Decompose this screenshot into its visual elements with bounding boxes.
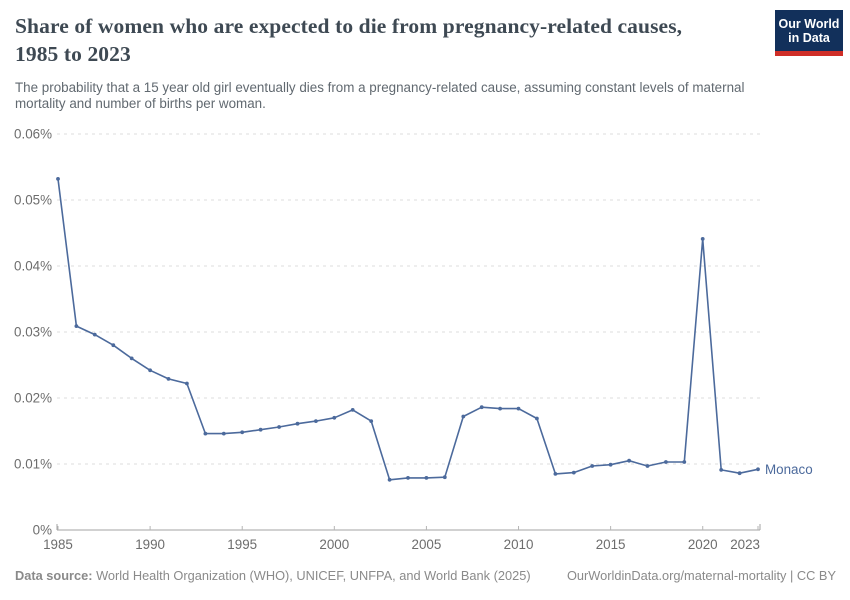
x-tick-label: 2010 [504, 537, 534, 552]
data-point-marker[interactable] [737, 471, 742, 476]
data-point-marker[interactable] [111, 343, 116, 348]
chart-header: Share of women who are expected to die f… [15, 13, 835, 113]
x-tick-label: 1985 [43, 537, 73, 552]
chart-footer: Data source: World Health Organization (… [15, 568, 836, 583]
y-tick-label: 0.06% [14, 127, 52, 142]
data-point-marker[interactable] [535, 416, 539, 421]
owid-logo[interactable]: Our World in Data [775, 10, 843, 56]
data-point-marker[interactable] [332, 415, 337, 420]
data-point-marker[interactable] [148, 368, 153, 373]
data-point-marker[interactable] [590, 464, 595, 468]
data-point-marker[interactable] [645, 464, 650, 468]
data-point-marker[interactable] [553, 472, 558, 476]
data-point-marker[interactable] [424, 476, 429, 480]
data-point-marker[interactable] [479, 405, 484, 410]
x-tick-label: 2005 [412, 537, 442, 552]
data-point-marker[interactable] [277, 425, 281, 429]
data-point-marker[interactable] [185, 381, 189, 386]
y-tick-label: 0.05% [14, 193, 52, 208]
x-tick-label: 2020 [688, 537, 718, 552]
data-point-marker[interactable] [74, 324, 79, 328]
x-tick-label: 2015 [596, 537, 626, 552]
data-source-text: World Health Organization (WHO), UNICEF,… [92, 568, 531, 583]
data-point-marker[interactable] [92, 332, 97, 337]
data-point-marker[interactable] [240, 430, 245, 435]
logo-accent-bar [775, 51, 843, 56]
data-point-marker[interactable] [627, 458, 631, 463]
data-point-marker[interactable] [258, 427, 263, 432]
data-point-marker[interactable] [387, 477, 392, 482]
data-point-marker[interactable] [700, 237, 705, 241]
data-point-marker[interactable] [406, 476, 410, 480]
data-point-marker[interactable] [571, 470, 576, 475]
data-point-marker[interactable] [56, 177, 60, 181]
data-point-marker[interactable] [314, 419, 318, 423]
data-source: Data source: World Health Organization (… [15, 568, 531, 583]
series-end-label[interactable]: Monaco [765, 462, 813, 477]
logo-line-1: Our World [778, 17, 840, 31]
y-tick-label: 0.04% [14, 259, 52, 274]
data-point-marker[interactable] [664, 460, 668, 464]
chart-subtitle: The probability that a 15 year old girl … [15, 79, 745, 112]
data-point-marker[interactable] [295, 421, 300, 426]
data-point-marker[interactable] [166, 377, 171, 381]
x-tick-label: 1995 [227, 537, 257, 552]
x-tick-label: 2000 [319, 537, 349, 552]
data-point-marker[interactable] [608, 462, 613, 467]
data-point-marker[interactable] [350, 408, 355, 412]
data-point-marker[interactable] [498, 406, 502, 411]
data-point-marker[interactable] [719, 468, 724, 472]
data-line-monaco[interactable] [57, 178, 759, 481]
data-point-marker[interactable] [369, 419, 374, 423]
y-tick-label: 0.03% [14, 325, 52, 340]
data-point-marker[interactable] [682, 460, 687, 464]
data-point-marker[interactable] [129, 356, 134, 361]
data-point-marker[interactable] [461, 414, 466, 419]
data-point-marker[interactable] [756, 467, 760, 472]
data-point-marker[interactable] [442, 475, 447, 480]
y-tick-label: 0.02% [14, 391, 52, 406]
chart-title: Share of women who are expected to die f… [15, 14, 683, 66]
data-point-marker[interactable] [516, 406, 521, 411]
footer-link[interactable]: OurWorldinData.org/maternal-mortality | … [566, 568, 836, 583]
x-tick-label: 2023 [730, 537, 760, 552]
y-tick-label: 0.01% [14, 457, 52, 472]
y-tick-label: 0% [33, 523, 52, 538]
x-tick-label: 1990 [135, 537, 165, 552]
data-point-marker[interactable] [221, 431, 226, 436]
data-point-marker[interactable] [203, 431, 208, 436]
logo-line-2: in Data [788, 31, 830, 45]
data-source-label: Data source: [15, 568, 93, 583]
